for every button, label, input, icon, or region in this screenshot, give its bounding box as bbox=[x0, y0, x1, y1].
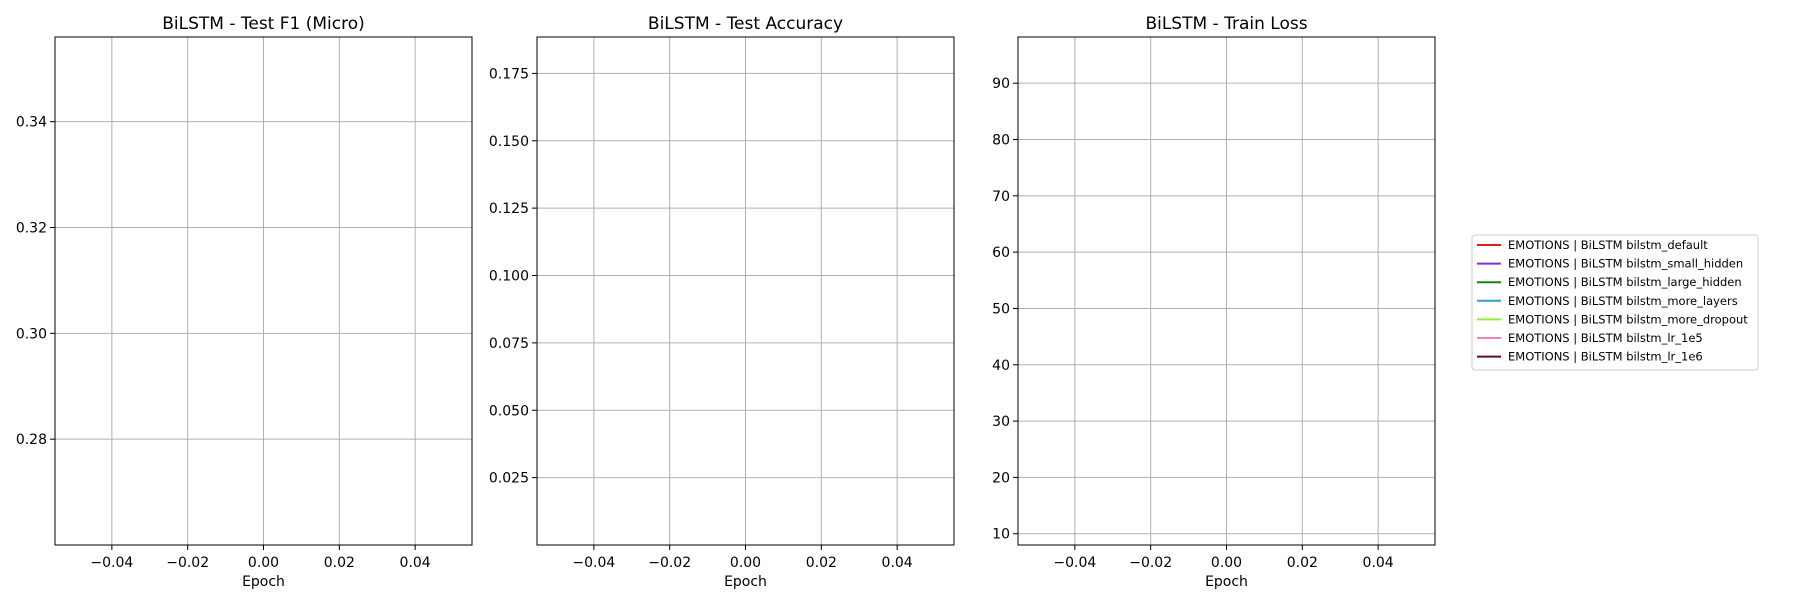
y-tick-label: 40 bbox=[992, 358, 1010, 374]
x-tick-label: −0.04 bbox=[90, 555, 133, 571]
y-tick-label: 60 bbox=[992, 245, 1010, 261]
y-tick-label: 70 bbox=[992, 189, 1010, 205]
legend-label: EMOTIONS | BiLSTM bilstm_more_dropout bbox=[1508, 312, 1748, 326]
y-tick-label: 0.025 bbox=[489, 471, 529, 487]
legend-label: EMOTIONS | BiLSTM bilstm_large_hidden bbox=[1508, 275, 1742, 289]
legend-label: EMOTIONS | BiLSTM bilstm_default bbox=[1508, 238, 1708, 252]
x-tick-label: 0.02 bbox=[324, 555, 355, 571]
legend-label: EMOTIONS | BiLSTM bilstm_more_layers bbox=[1508, 294, 1738, 308]
x-tick-label: 0.04 bbox=[882, 555, 913, 571]
legend-entry: EMOTIONS | BiLSTM bilstm_more_dropout bbox=[1477, 312, 1748, 326]
chart-title: BiLSTM - Test F1 (Micro) bbox=[162, 14, 365, 34]
legend-entry: EMOTIONS | BiLSTM bilstm_lr_1e6 bbox=[1477, 350, 1703, 364]
y-tick-label: 80 bbox=[992, 133, 1010, 149]
y-tick-label: 50 bbox=[992, 301, 1010, 317]
y-tick-label: 0.075 bbox=[489, 336, 529, 352]
y-tick-label: 0.050 bbox=[489, 403, 529, 419]
x-tick-label: 0.00 bbox=[1211, 555, 1242, 571]
x-tick-label: −0.02 bbox=[1129, 555, 1172, 571]
chart-title: BiLSTM - Train Loss bbox=[1145, 14, 1307, 34]
x-tick-label: 0.02 bbox=[1287, 555, 1318, 571]
legend-entry: EMOTIONS | BiLSTM bilstm_more_layers bbox=[1477, 294, 1738, 308]
y-tick-label: 0.125 bbox=[489, 201, 529, 217]
chart-panel-1: −0.04 −0.02 0.00 0.02 0.04 0.025 0.050 0.075 0.1… bbox=[489, 14, 955, 590]
legend: EMOTIONS | BiLSTM bilstm_default EMOTIONS… bbox=[1471, 234, 1759, 371]
x-tick-label: −0.02 bbox=[166, 555, 209, 571]
legend-entry: EMOTIONS | BiLSTM bilstm_lr_1e5 bbox=[1477, 331, 1703, 345]
y-tick-label: 0.150 bbox=[489, 134, 529, 150]
y-tick-label: 0.32 bbox=[16, 221, 47, 237]
plots: −0.04 −0.02 0.00 0.02 0.04 0.28 0.30 0.32 0.34 Bi… bbox=[16, 14, 1436, 590]
legend-label: EMOTIONS | BiLSTM bilstm_lr_1e6 bbox=[1508, 350, 1703, 364]
x-tick-label: −0.04 bbox=[572, 555, 615, 571]
legend-entry: EMOTIONS | BiLSTM bilstm_default bbox=[1477, 238, 1708, 252]
chart-panel-0: −0.04 −0.02 0.00 0.02 0.04 0.28 0.30 0.32 0.34 Bi… bbox=[16, 14, 473, 590]
y-tick-label: 0.34 bbox=[16, 115, 47, 131]
x-tick-label: 0.00 bbox=[248, 555, 279, 571]
y-tick-label: 30 bbox=[992, 414, 1010, 430]
y-tick-label: 10 bbox=[992, 527, 1010, 543]
y-tick-label: 0.100 bbox=[489, 269, 529, 285]
legend-entry: EMOTIONS | BiLSTM bilstm_small_hidden bbox=[1477, 257, 1743, 271]
x-tick-label: −0.02 bbox=[648, 555, 691, 571]
x-axis-label: Epoch bbox=[1205, 574, 1248, 590]
x-axis-label: Epoch bbox=[724, 574, 767, 590]
x-tick-label: −0.04 bbox=[1053, 555, 1096, 571]
x-tick-label: 0.04 bbox=[1363, 555, 1394, 571]
legend-box bbox=[1471, 234, 1759, 371]
x-tick-label: 0.00 bbox=[730, 555, 761, 571]
y-tick-label: 0.28 bbox=[16, 432, 47, 448]
y-tick-label: 0.30 bbox=[16, 326, 47, 342]
chart-title: BiLSTM - Test Accuracy bbox=[648, 14, 843, 34]
y-tick-label: 0.175 bbox=[489, 66, 529, 82]
chart-panel-2: −0.04 −0.02 0.00 0.02 0.04 10 20 30 40 50 60 70 80 90… bbox=[992, 14, 1436, 590]
legend-label: EMOTIONS | BiLSTM bilstm_small_hidden bbox=[1508, 257, 1743, 271]
x-tick-label: 0.04 bbox=[400, 555, 431, 571]
x-tick-label: 0.02 bbox=[806, 555, 837, 571]
legend-label: EMOTIONS | BiLSTM bilstm_lr_1e5 bbox=[1508, 331, 1703, 345]
y-tick-label: 20 bbox=[992, 470, 1010, 486]
x-axis-label: Epoch bbox=[242, 574, 285, 590]
y-tick-label: 90 bbox=[992, 76, 1010, 92]
legend-entry: EMOTIONS | BiLSTM bilstm_large_hidden bbox=[1477, 275, 1742, 289]
